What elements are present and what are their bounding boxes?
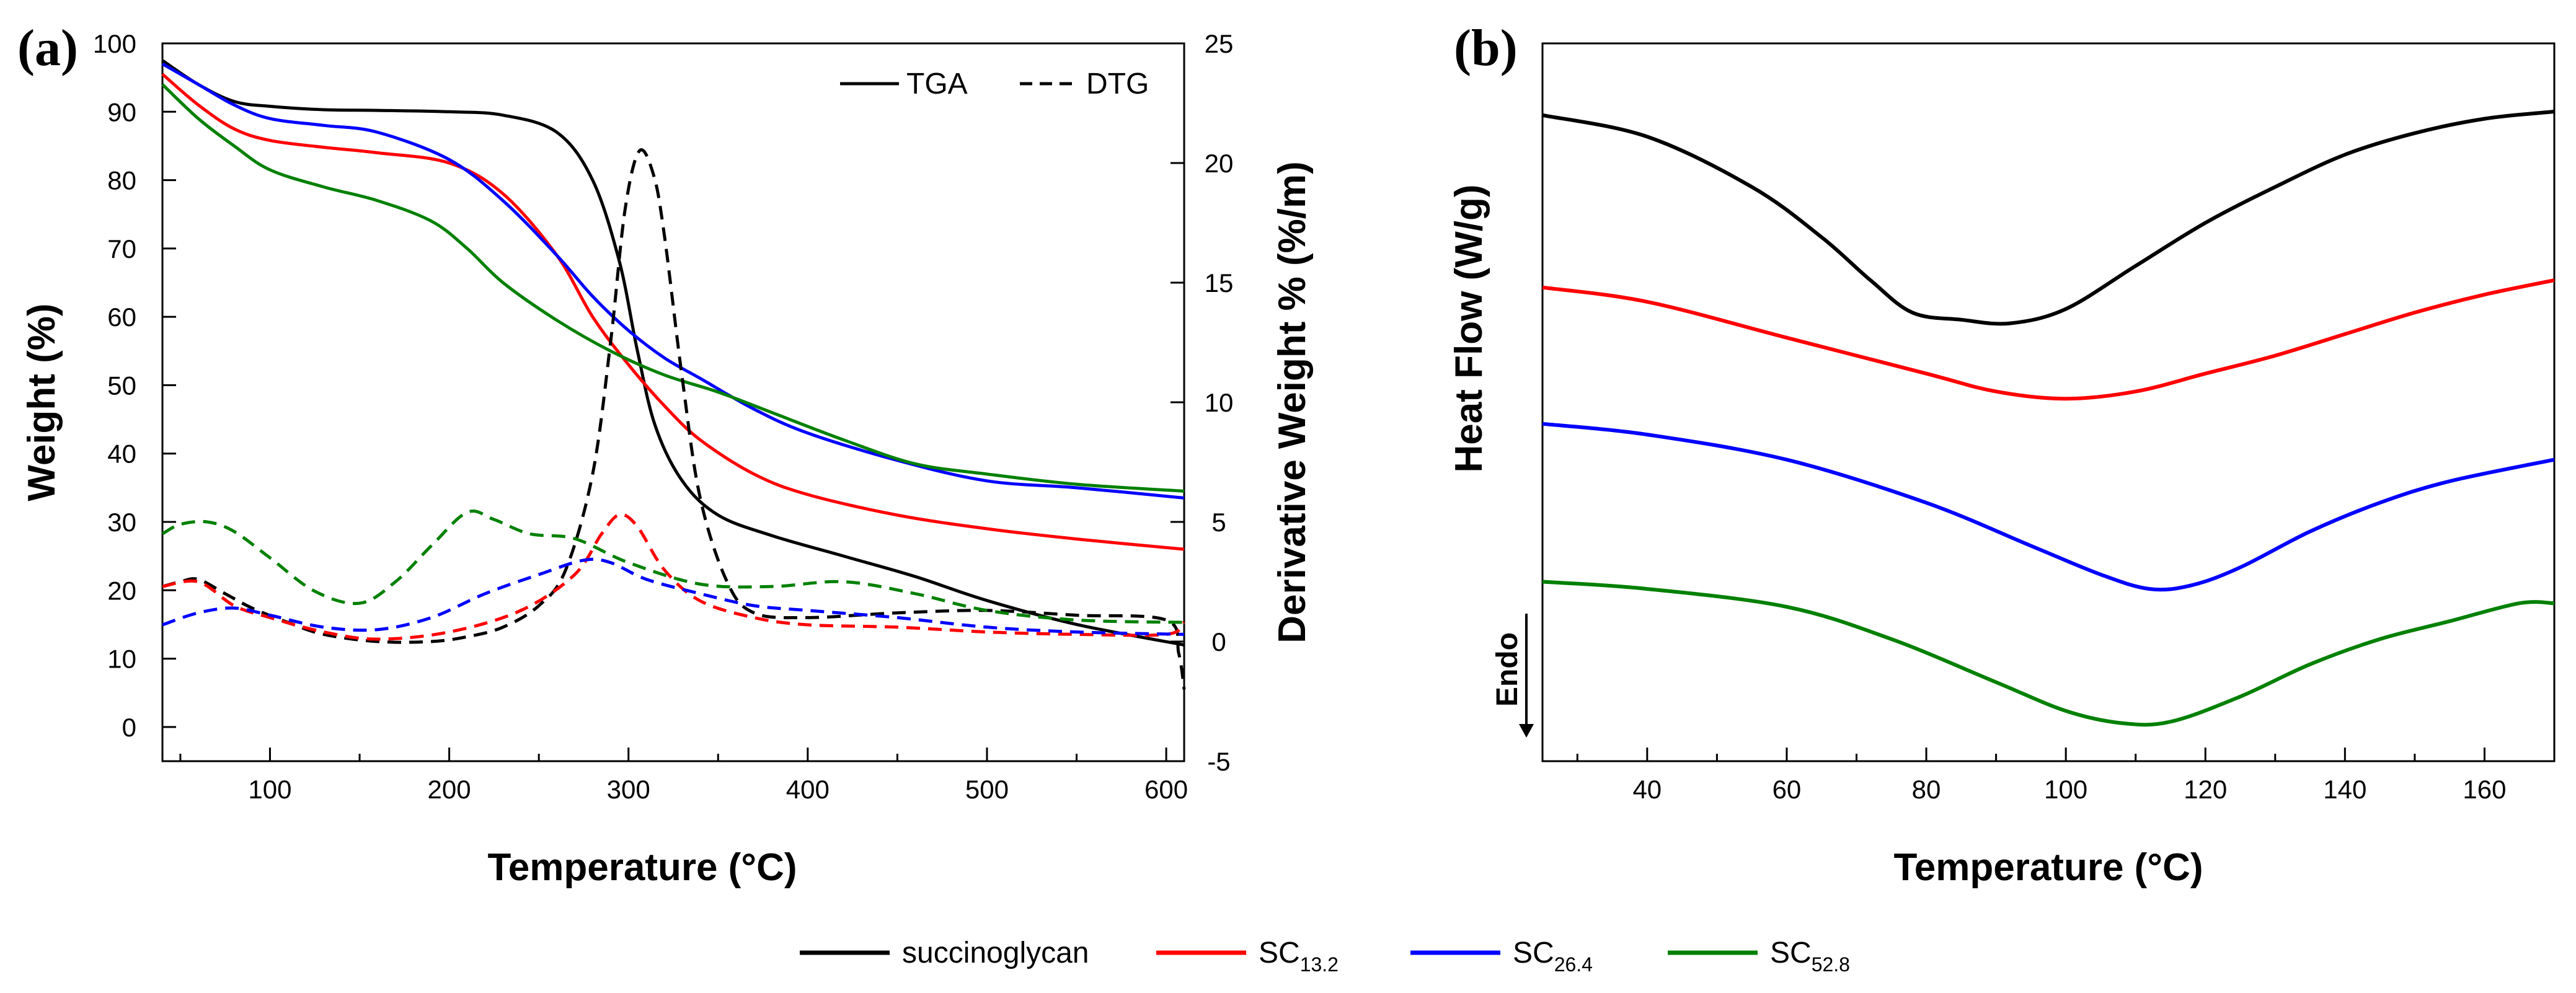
panel-b-chart: (b) 40 60 80 100 120 140 160 Endo Temperature … [1448,19,2556,889]
panel-b-plot-frame [1541,42,2556,762]
panel-a-y-tick-label: 10 [107,645,136,674]
legend-label-sc52.8: SC52.8 [1770,937,1850,976]
legend-label-succinoglycan: succinoglycan [902,937,1089,969]
series-legend: succinoglycan SC13.2 SC26.4 SC52.8 [800,937,1850,976]
panel-a-plot-frame [161,42,1185,762]
panel-b-x-tick-label: 120 [2184,775,2227,804]
panel-a-right-tick-label: 10 [1205,388,1234,417]
panel-a-y-tick-label: 50 [107,371,136,400]
panel-a-y-tick-label: 20 [107,576,136,605]
panel-a-right-tick-label: 20 [1205,149,1234,178]
series-line-succinoglycan-dtg [162,148,1186,690]
panel-a-y-tick-label: 80 [107,166,136,195]
panel-a-label: (a) [17,19,78,77]
series-line-sc52-8 [1542,580,2555,727]
panel-b-series [1542,110,2555,727]
series-line-sc13-2-dtg [162,513,1185,641]
panel-a-right-tick-label: 5 [1211,508,1226,537]
legend-label-sc13.2: SC13.2 [1259,937,1339,976]
panel-a-right-axis-title: Derivative Weight % (%/m) [1271,161,1314,643]
series-line-sc52-8-tga [161,83,1185,493]
panel-a-y-tick-label: 0 [122,713,136,742]
endo-indicator: Endo [1491,614,1534,738]
panel-a-y-tick-label: 90 [107,97,136,126]
panel-b-ticks: 40 60 80 100 120 140 160 [1576,748,2556,804]
panel-a-y-tick-label: 70 [107,234,136,263]
series-line-sc52-8-dtg [161,510,1185,624]
panel-a-right-tick-label: 25 [1205,29,1234,58]
series-line-succinoglycan [1542,110,2555,326]
panel-a-y-tick-label: 60 [107,302,136,332]
panel-a-y-tick-label: 30 [107,508,136,537]
panel-b-x-axis-title: Temperature (°C) [1893,846,2203,889]
panel-a-y-axis-title: Weight (%) [20,303,63,501]
panel-a-x-tick-label: 100 [248,775,291,804]
dtg-legend-label: DTG [1086,68,1149,100]
series-line-succinoglycan-tga [161,59,1185,647]
endo-arrow-head-icon [1519,724,1534,738]
panel-a-x-tick-label: 400 [786,775,830,804]
panel-a-x-tick-label: 500 [965,775,1009,804]
panel-a-y-tick-label: 40 [107,439,136,469]
panel-a-right-tick-label: -5 [1207,747,1230,776]
panel-b-y-axis-title: Heat Flow (W/g) [1448,185,1490,473]
panel-a-series [161,59,1186,690]
panel-a-x-tick-label: 200 [428,775,471,804]
panel-a-right-tick-label: 0 [1211,627,1226,656]
panel-a-chart: (a) 100 200 300 400 500 600010203040506070809… [17,19,1314,889]
tga-legend-label: TGA [906,68,968,100]
panel-a-y-tick-label: 100 [93,29,136,58]
panel-a-line-legend: TGA DTG [840,68,1149,100]
series-line-sc13-2 [1542,278,2555,401]
panel-b-x-tick-label: 160 [2463,775,2506,804]
series-line-sc26-4 [1542,421,2555,592]
endo-label: Endo [1491,632,1524,707]
panel-a-right-tick-label: 15 [1205,268,1234,298]
panel-a-ticks: 100 200 300 400 500 6000102030405060708090100… [93,29,1233,804]
panel-a-x-axis-title: Temperature (°C) [487,846,797,889]
panel-b-x-tick-label: 140 [2323,775,2366,804]
legend-label-sc26.4: SC26.4 [1513,937,1593,976]
panel-b-label: (b) [1454,19,1518,77]
panel-a-x-tick-label: 600 [1144,775,1188,804]
panel-b-x-tick-label: 80 [1912,775,1941,804]
panel-b-x-tick-label: 100 [2044,775,2087,804]
panel-b-x-tick-label: 60 [1773,775,1802,804]
panel-a-x-tick-label: 300 [607,775,650,804]
series-line-sc26-4-dtg [162,557,1185,636]
panel-b-x-tick-label: 40 [1632,775,1662,804]
series-line-sc26-4-tga [161,62,1185,500]
